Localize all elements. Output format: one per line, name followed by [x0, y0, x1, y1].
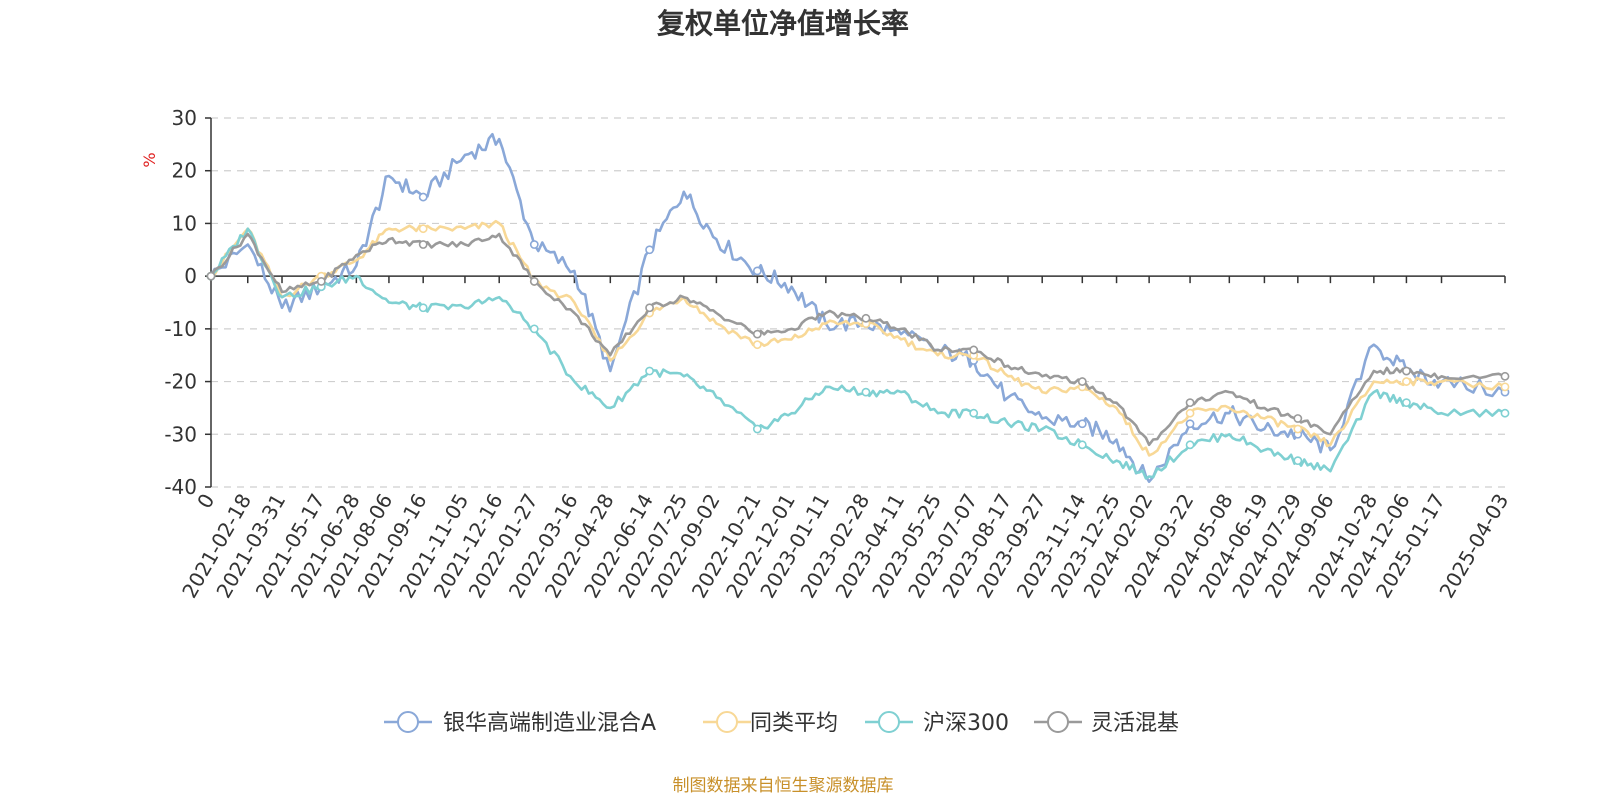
y-tick-label: -10 — [164, 317, 197, 341]
y-tick-label: -20 — [164, 370, 197, 394]
data-point-1 — [1402, 377, 1411, 386]
data-point-3 — [1500, 371, 1510, 381]
y-tick-label: 30 — [172, 106, 197, 130]
legend-marker — [1047, 711, 1069, 733]
data-point-0 — [752, 266, 762, 276]
data-source-note: 制图数据来自恒生聚源数据库 — [673, 776, 894, 796]
y-tick-labels: 30 20 10 0 -10 -20 -30 -40 — [164, 106, 197, 499]
data-point-0 — [645, 245, 654, 255]
series-lines — [206, 132, 1510, 484]
legend-label: 银华高端制造业混合A — [443, 711, 656, 736]
series-line-1 — [209, 219, 1507, 457]
data-point-1 — [1293, 424, 1303, 434]
data-point-3 — [861, 313, 871, 323]
legend-label: 沪深300 — [923, 711, 1009, 736]
data-point-0 — [1077, 419, 1087, 429]
data-point-3 — [969, 345, 979, 355]
legend-marker — [397, 711, 419, 733]
data-point-2 — [969, 408, 979, 418]
data-point-0 — [1185, 419, 1195, 429]
y-tick-label: 0 — [184, 264, 197, 288]
data-point-2 — [1185, 440, 1195, 450]
data-point-3 — [752, 329, 762, 339]
chart-title: 复权单位净值增长率 — [657, 7, 909, 40]
data-point-1 — [752, 340, 762, 350]
y-tick-label: 10 — [172, 211, 197, 235]
data-point-2 — [418, 303, 428, 313]
legend-item-2[interactable]: 沪深300 — [865, 711, 1009, 736]
data-point-2 — [645, 366, 654, 376]
data-point-0 — [418, 192, 428, 202]
data-point-2 — [1402, 398, 1411, 408]
series-line-3 — [209, 232, 1507, 447]
legend-item-0[interactable]: 银华高端制造业混合A — [384, 711, 656, 736]
legend-marker — [878, 711, 900, 733]
series-line-2 — [209, 227, 1507, 480]
data-point-3 — [1185, 398, 1195, 408]
data-point-1 — [1185, 408, 1195, 418]
data-point-3 — [418, 240, 428, 249]
legend-item-3[interactable]: 灵活混基 — [1034, 711, 1179, 736]
data-point-2 — [529, 324, 539, 334]
data-point-3 — [1402, 366, 1411, 376]
data-point-2 — [861, 387, 871, 397]
data-point-2 — [1293, 456, 1303, 466]
legend-label: 同类平均 — [750, 711, 838, 736]
legend-label: 灵活混基 — [1091, 711, 1179, 736]
data-point-3 — [1293, 414, 1303, 423]
y-tick-label: 20 — [172, 159, 197, 183]
data-point-0 — [529, 240, 539, 249]
data-point-3 — [316, 277, 326, 286]
data-point-2 — [1500, 408, 1510, 418]
data-point-1 — [418, 224, 428, 234]
data-point-2 — [1077, 440, 1087, 450]
legend-marker — [716, 711, 738, 733]
data-point-3 — [206, 271, 216, 281]
data-point-3 — [529, 277, 539, 286]
data-point-1 — [1500, 382, 1510, 392]
legend-item-1[interactable]: 同类平均 — [703, 711, 838, 736]
legend[interactable]: 银华高端制造业混合A 同类平均 沪深300 灵活混基 — [384, 711, 1179, 736]
x-tick-label: 0 — [192, 490, 219, 513]
data-point-3 — [645, 303, 654, 313]
y-tick-label: -30 — [164, 422, 197, 446]
y-tick-label: -40 — [164, 475, 197, 499]
x-tick-labels: 02021-02-182021-03-312021-05-172021-06-2… — [177, 490, 1513, 603]
series-line-0 — [209, 132, 1507, 484]
data-point-3 — [1077, 377, 1087, 386]
y-axis-label: % — [140, 152, 159, 167]
data-point-2 — [752, 424, 762, 434]
